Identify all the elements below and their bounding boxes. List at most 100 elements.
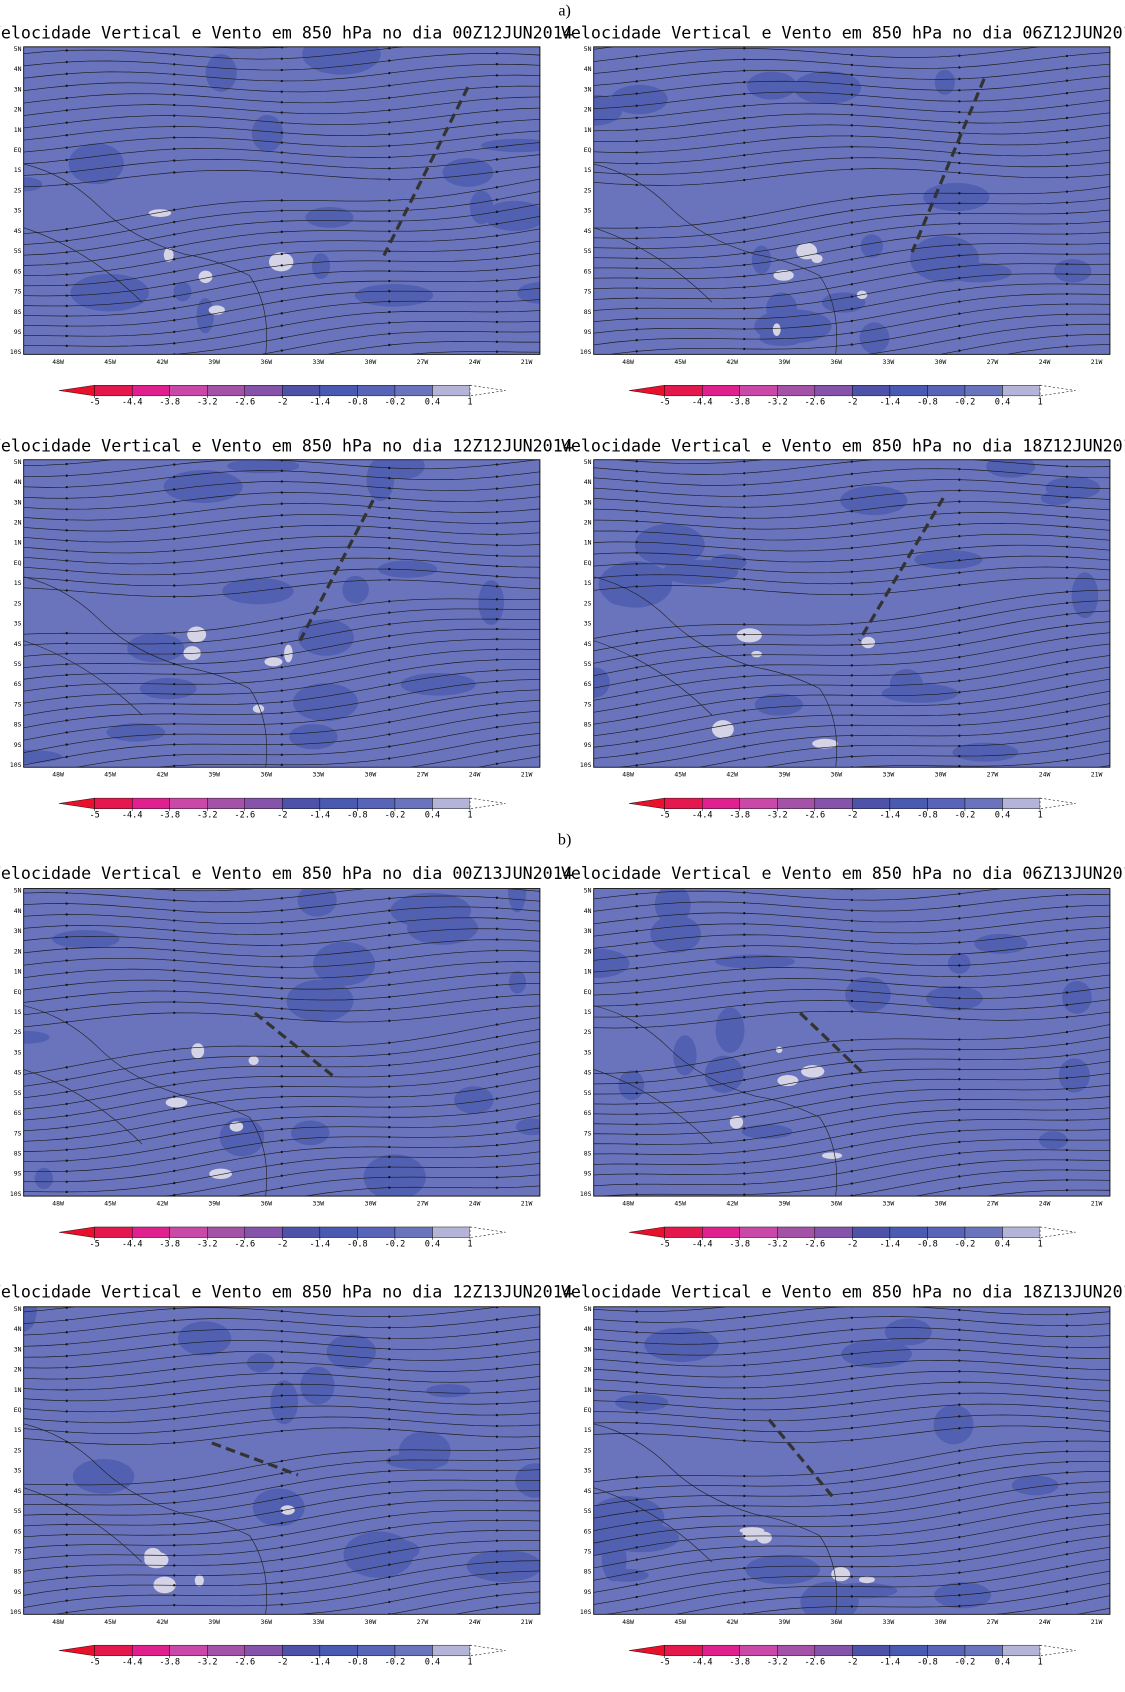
shading-blob: [300, 1366, 335, 1405]
colorbar-label: -5: [89, 1240, 99, 1250]
colorbar-box: [852, 385, 891, 397]
colorbar-box: [94, 797, 133, 809]
lat-tick-label: 10S: [10, 761, 22, 769]
panel: Velocidade Vertical e Vento em 850 hPa n…: [0, 1282, 573, 1668]
streamline: [23, 1326, 540, 1347]
colorbar-label: -3.8: [729, 1658, 750, 1668]
shading-blob: [173, 282, 192, 302]
lon-tick-label: 24W: [1039, 1200, 1051, 1208]
streamline: [53, 1570, 540, 1615]
streamline: [23, 46, 406, 60]
stream-arrow: [743, 1224, 745, 1226]
lat-tick-label: 8S: [584, 308, 592, 316]
lon-tick-label: 36W: [831, 771, 843, 779]
lon-tick-label: 48W: [622, 771, 634, 779]
streamline: [593, 1513, 1110, 1569]
streamline: [593, 1440, 1110, 1483]
lon-tick-label: 24W: [469, 1618, 481, 1626]
map: [23, 1306, 540, 1662]
lat-tick-label: 4S: [14, 227, 22, 235]
streamline: [23, 546, 540, 565]
colorbar-label: 0.4: [425, 1240, 441, 1250]
streamline: [593, 1381, 1110, 1400]
shading-blob: [840, 485, 908, 516]
streamline: [23, 1115, 540, 1163]
lat-tick-label: 1S: [584, 1426, 592, 1434]
stream-arrow: [851, 44, 853, 46]
lat-tick-label: 3S: [584, 620, 592, 628]
stream-arrow: [173, 375, 175, 377]
colorbar-box: [207, 1226, 246, 1238]
shading-blob: [400, 672, 476, 696]
shading-blob: [923, 182, 990, 212]
lon-tick-label: 48W: [622, 1200, 634, 1208]
colorbar-box: [94, 385, 133, 397]
colorbar-label: -2.6: [234, 398, 255, 408]
stream-arrow: [65, 1660, 67, 1662]
stream-arrow: [65, 818, 67, 820]
streamline: [593, 577, 1110, 595]
colorbar-box: [889, 797, 928, 809]
colorbar-box: [207, 385, 246, 397]
streamline: [23, 699, 540, 753]
colorbar-box: [432, 1644, 471, 1657]
streamline: [593, 999, 1110, 1018]
stream-arrow: [851, 1218, 853, 1220]
lat-tick-label: 1N: [584, 126, 592, 134]
colorbar-box: [1002, 797, 1041, 809]
lon-tick-label: 33W: [883, 771, 895, 779]
streamline: [593, 1414, 1110, 1433]
shading-light: [191, 1043, 205, 1059]
panel-title: Velocidade Vertical e Vento em 850 hPa n…: [0, 24, 573, 43]
shading-blob: [23, 749, 63, 764]
colorbar-label: -2.6: [234, 1658, 255, 1668]
lon-tick-label: 48W: [622, 358, 634, 366]
colorbar-low: [629, 797, 665, 810]
colorbar-box: [432, 797, 471, 809]
stream-arrow: [173, 787, 175, 789]
lat-tick-label: 6S: [584, 1527, 592, 1535]
stream-arrow: [851, 1615, 853, 1617]
streamline: [1004, 344, 1110, 355]
colorbar-label: -0.2: [385, 398, 406, 408]
streamline: [23, 1469, 540, 1506]
stream-arrow: [281, 793, 283, 795]
stream-arrow: [388, 885, 390, 887]
lat-tick-label: 5N: [584, 458, 592, 466]
colorbar-label: -3.8: [729, 811, 750, 821]
streamline: [593, 468, 1110, 486]
colorbar-label: -3.2: [197, 811, 218, 821]
map-frame: [593, 1306, 1111, 1615]
shading-blob: [507, 888, 527, 913]
colorbar-label: -4.4: [692, 1658, 713, 1668]
lat-tick-label: 5N: [14, 458, 22, 466]
shading-blob: [302, 46, 381, 75]
lat-tick-label: 7S: [584, 1548, 592, 1556]
lon-tick-label: 24W: [1039, 1618, 1051, 1626]
streamline: [593, 888, 1006, 901]
lat-tick-label: 2N: [584, 947, 592, 955]
lon-tick-label: 45W: [674, 1200, 686, 1208]
shading-blob: [270, 1380, 299, 1425]
stream-arrow: [281, 1199, 283, 1201]
streamline: [593, 283, 1110, 323]
streamline: [23, 154, 540, 176]
streamline: [23, 1078, 540, 1132]
panel-title: Velocidade Vertical e Vento em 850 hPa n…: [561, 24, 1125, 43]
streamline: [23, 252, 540, 297]
lat-tick-label: 4S: [584, 1487, 592, 1495]
shading-blob: [289, 724, 338, 750]
trough-line: [211, 1441, 299, 1477]
lat-tick-label: 5S: [584, 1089, 592, 1097]
shading-light: [194, 1574, 204, 1587]
map-frame: [593, 46, 1111, 355]
streamline: [23, 1394, 540, 1413]
stream-arrow: [636, 1237, 638, 1239]
shading-blob: [326, 1334, 376, 1370]
lat-tick-label: 1S: [584, 1008, 592, 1016]
lon-tick-label: 45W: [104, 771, 116, 779]
colorbar-low: [629, 1644, 665, 1657]
lat-tick-label: 6S: [584, 267, 592, 275]
shading-blob: [163, 470, 243, 503]
lat-tick-label: 6S: [584, 1109, 592, 1117]
